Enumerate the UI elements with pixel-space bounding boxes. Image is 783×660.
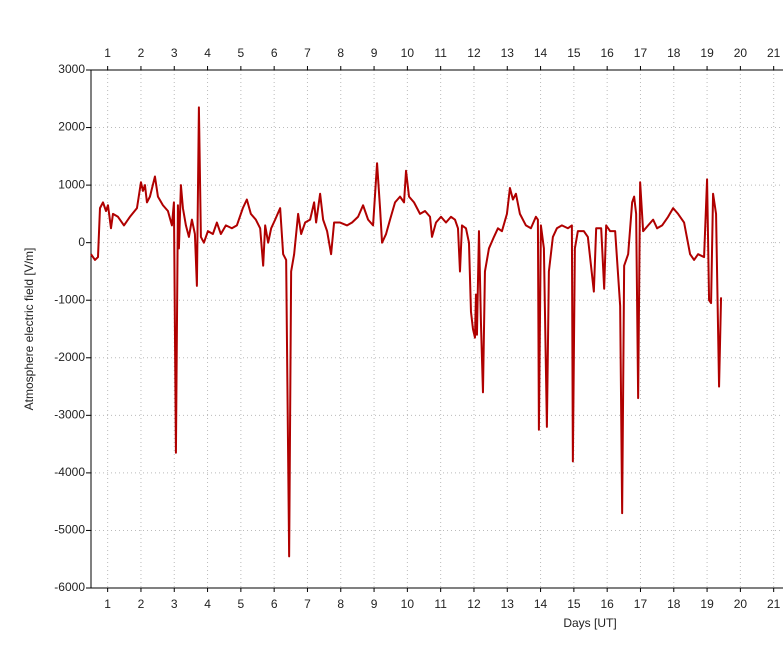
x-tick-label: 13 [501,597,515,611]
y-tick-label: -5000 [54,523,85,537]
y-tick-label: -3000 [54,408,85,422]
x-axis-label: Days [UT] [563,616,616,630]
x-tick-label: 15 [567,597,581,611]
x-tick-label-top: 5 [238,46,245,60]
x-tick-label: 6 [271,597,278,611]
data-line [90,106,723,558]
x-tick-label: 17 [634,597,648,611]
y-tick-label: -1000 [54,292,85,306]
y-axis-label: Atmosphere electric field [V/m] [22,248,36,411]
x-tick-label: 7 [304,597,311,611]
y-tick-label: 2000 [58,120,85,134]
x-tick-label-top: 2 [138,46,145,60]
y-tick-label: 1000 [58,177,85,191]
y-tick-label: -6000 [54,580,85,594]
x-tick-label-top: 13 [501,46,515,60]
x-tick-label: 19 [700,597,714,611]
x-tick-label-top: 14 [534,46,548,60]
x-tick-label-top: 4 [204,46,211,60]
y-tick-label: 3000 [58,62,85,76]
x-tick-label-top: 12 [467,46,481,60]
x-tick-label: 16 [600,597,614,611]
x-tick-label: 18 [667,597,681,611]
x-tick-label: 20 [734,597,748,611]
x-tick-label: 8 [337,597,344,611]
x-tick-label: 12 [467,597,481,611]
x-tick-label-top: 10 [401,46,415,60]
x-tick-label-top: 16 [600,46,614,60]
x-tick-label: 11 [434,597,447,611]
x-tick-label: 5 [238,597,245,611]
x-tick-label-top: 8 [337,46,344,60]
x-tick-label: 10 [401,597,415,611]
x-tick-label-top: 6 [271,46,278,60]
x-tick-label-top: 17 [634,46,648,60]
x-tick-label-top: 9 [371,46,378,60]
x-tick-label: 3 [171,597,178,611]
x-tick-label: 1 [104,597,111,611]
x-tick-label-top: 18 [667,46,681,60]
x-tick-label-top: 11 [434,46,447,60]
x-tick-label-top: 7 [304,46,311,60]
x-tick-label-top: 19 [700,46,714,60]
y-tick-label: -4000 [54,465,85,479]
x-tick-label: 21 [767,597,781,611]
x-tick-label-top: 3 [171,46,178,60]
x-tick-label: 14 [534,597,548,611]
plot: 3000 2000 1000 0 -1000 -2000 -3000 -4000 -5000 -6… [54,46,783,611]
x-tick-label-top: 20 [734,46,748,60]
x-tick-label: 4 [204,597,211,611]
y-tick-label: 0 [78,235,85,249]
x-tick-label-top: 15 [567,46,581,60]
x-tick-label: 2 [138,597,145,611]
x-tick-label-top: 21 [767,46,781,60]
x-tick-label: 9 [371,597,378,611]
x-tick-label-top: 1 [104,46,111,60]
y-tick-label: -2000 [54,350,85,364]
